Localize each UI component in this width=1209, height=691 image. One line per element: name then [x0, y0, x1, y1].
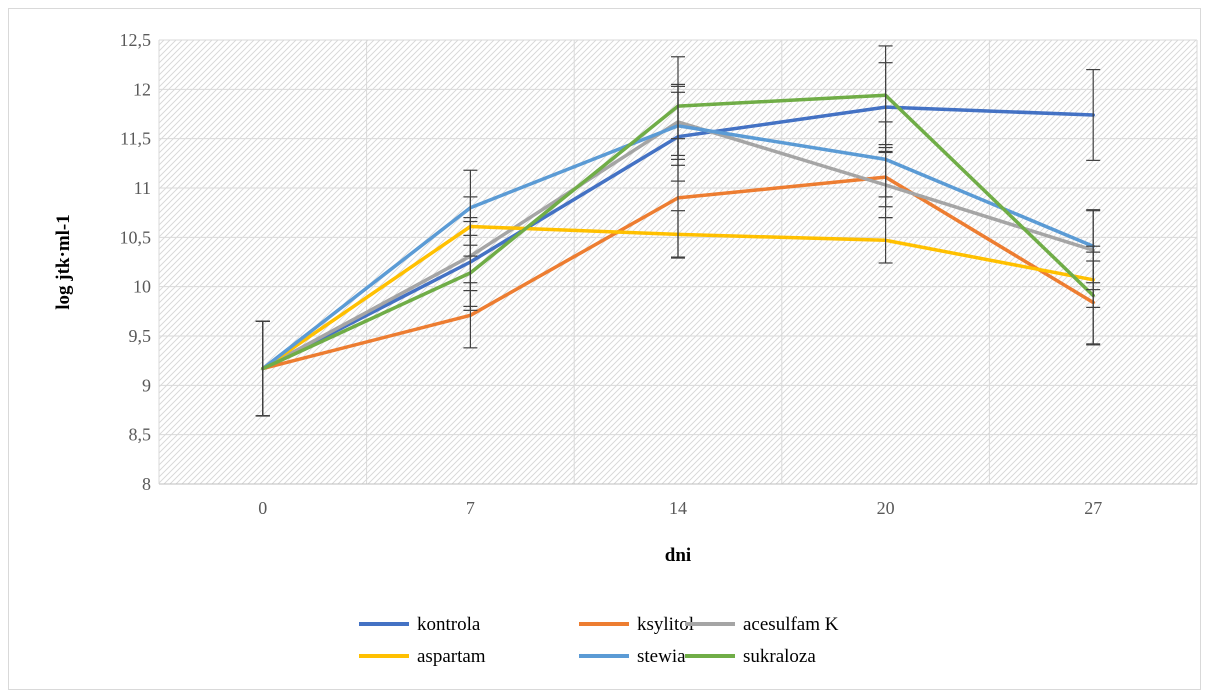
- gridlines: [158, 39, 1198, 485]
- legend-item: sukraloza: [685, 646, 816, 667]
- legend-item: kontrola: [359, 614, 481, 635]
- error-bar: [671, 56, 685, 157]
- legend-item: acesulfam K: [685, 614, 839, 635]
- legend-label: acesulfam K: [743, 614, 839, 635]
- error-bar: [1086, 245, 1101, 346]
- y-tick-label: 9: [142, 375, 151, 395]
- y-axis-ticks: 8 8,5 9 9,5 10 10,5 11 11,5 12 12,5: [120, 30, 152, 494]
- y-tick-label: 8: [142, 474, 151, 494]
- error-bar: [671, 210, 685, 259]
- chart-frame: 8 8,5 9 9,5 10 10,5 11 11,5 12 12,5 0 7 14 20 27 log …: [8, 8, 1201, 690]
- legend-item: stewia: [579, 646, 686, 667]
- x-tick-label: 14: [669, 498, 687, 518]
- legend-item: ksylitol: [579, 614, 694, 635]
- x-axis-title: dni: [665, 545, 691, 566]
- legend: kontrola ksylitol acesulfam K aspartam stewi…: [359, 614, 839, 667]
- legend-item: aspartam: [359, 646, 486, 667]
- line-chart: 8 8,5 9 9,5 10 10,5 11 11,5 12 12,5 0 7 14 20 27 log …: [53, 30, 1198, 667]
- x-tick-label: 20: [877, 498, 895, 518]
- error-bar: [878, 45, 893, 146]
- y-tick-label: 10: [133, 277, 151, 297]
- error-bar: [463, 234, 478, 311]
- y-tick-label: 9,5: [129, 326, 152, 346]
- error-bar: [878, 217, 893, 264]
- x-tick-label: 0: [258, 498, 267, 518]
- x-tick-label: 7: [466, 498, 475, 518]
- error-bar: [255, 320, 270, 417]
- x-axis-ticks: 0 7 14 20 27: [258, 498, 1102, 518]
- legend-label: stewia: [637, 646, 686, 667]
- y-tick-label: 11,5: [120, 129, 151, 149]
- y-tick-label: 11: [134, 178, 151, 198]
- legend-label: ksylitol: [637, 614, 694, 635]
- y-tick-label: 12,5: [120, 30, 152, 50]
- y-tick-label: 8,5: [129, 425, 152, 445]
- error-bars: [255, 45, 1101, 417]
- error-bar: [1086, 68, 1101, 161]
- legend-label: aspartam: [417, 646, 486, 667]
- legend-label: sukraloza: [743, 646, 816, 667]
- y-tick-label: 12: [133, 79, 151, 99]
- y-axis-title: log jtk·ml-1: [53, 214, 74, 310]
- y-tick-label: 10,5: [120, 227, 152, 247]
- legend-label: kontrola: [417, 614, 481, 635]
- x-tick-label: 27: [1084, 498, 1102, 518]
